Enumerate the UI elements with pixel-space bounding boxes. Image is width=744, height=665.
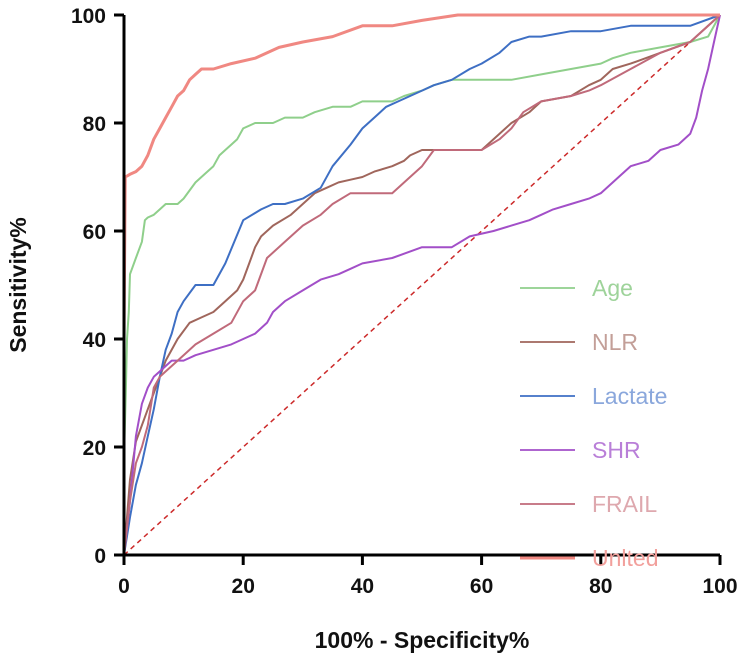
series-layer [122,13,721,556]
y-tick-label: 100 [71,5,106,28]
y-tick-label: 40 [83,329,106,352]
series-line-unlted [122,13,720,555]
y-tick-label: 20 [83,437,106,460]
reference-line-layer [123,14,721,556]
legend-label-unlted: Unlted [592,545,658,571]
legend-label-frail: FRAIL [592,491,657,517]
x-tick-label: 100 [702,575,737,598]
x-tick-label: 80 [589,575,612,598]
x-tick-label: 40 [351,575,374,598]
x-tick-label: 0 [118,575,130,598]
x-tick-label: 20 [232,575,255,598]
x-tick-label: 60 [470,575,493,598]
tick-layer: 0 20 40 60 80 100 0 20 40 60 80 100 [71,5,738,598]
y-tick-label: 80 [83,113,106,136]
y-tick-label: 0 [94,545,106,568]
y-axis-title: Sensitivity% [5,217,31,353]
legend-label-shr: SHR [592,437,641,463]
series-line-shr [123,14,721,556]
series-line-frail [123,14,721,556]
legend: Age NLR Lactate SHR FRAIL Unlted [520,275,667,571]
reference-diagonal-line [123,14,721,556]
y-tick-label: 60 [83,221,106,244]
legend-label-nlr: NLR [592,329,638,355]
legend-label-lactate: Lactate [592,383,667,409]
series-line-age [123,14,721,555]
legend-label-age: Age [592,275,633,301]
x-axis-title: 100% - Specificity% [315,627,530,653]
series-line-lactate [123,14,721,556]
